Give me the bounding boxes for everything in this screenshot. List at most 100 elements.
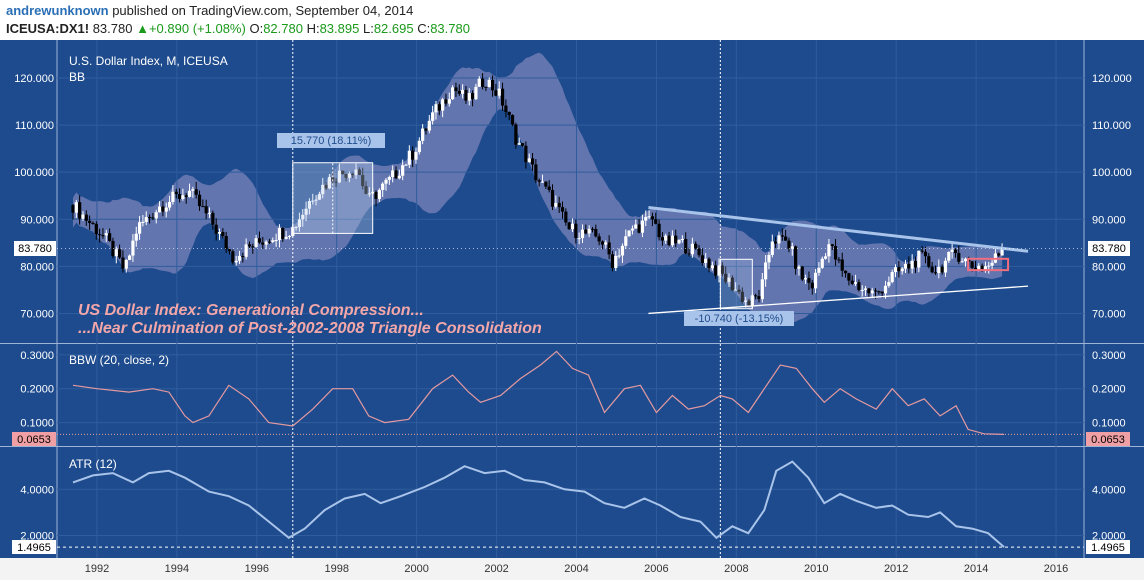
price-y-tick-right: 70.000 [1092,308,1126,320]
candle-body [640,220,645,233]
candle-body [630,228,635,231]
candle-body [740,291,744,302]
candle-body [111,240,115,257]
candle-body [617,255,621,257]
candle-body [614,255,618,269]
publish-header: andrewunknown published on TradingView.c… [0,0,1144,40]
high-value: 83.895 [319,21,360,36]
loss-measure-box [684,311,794,326]
candle-body [684,239,688,254]
atr-title: ATR (12) [69,457,117,471]
candle-body [101,235,105,237]
price-y-tick-left: 110.000 [15,120,54,132]
candle-body [950,249,954,252]
candle-body [341,170,345,174]
candle-body [404,164,408,166]
candle-body [274,240,278,242]
price-y-tick-right: 100.000 [1092,167,1132,179]
candle-body [217,232,222,234]
candle-body [667,235,671,246]
atr-last-value-right: 1.4965 [1091,542,1125,554]
candle-body [547,186,551,190]
candle-body [171,191,175,202]
price-y-tick-right: 110.000 [1092,120,1131,132]
candle-body [647,216,651,218]
candle-body [500,88,505,106]
candle-body [124,259,128,269]
candle-body [347,173,351,178]
x-tick-label: 2010 [804,563,828,575]
price-y-tick-left: 120.000 [14,73,54,85]
candle-body [98,234,102,236]
candle-body [527,158,531,163]
open-label: O: [249,21,264,36]
quote-line: ICEUSA:DX1! 83.780 ▲+0.890 (+1.08%) O:82… [6,21,470,36]
candle-body [990,262,994,266]
candle-body [587,228,591,234]
candle-body [660,237,665,241]
candle-body [127,255,132,260]
candle-body [424,128,428,131]
candle-body [91,223,95,225]
price-y-tick-left: 70.000 [20,308,54,320]
candle-body [447,99,451,104]
bbw-y-tick-right: 0.3000 [1092,350,1126,362]
gain-measure-label: 15.770 (18.11%) [291,135,372,147]
candle-body [953,249,958,254]
candle-body [174,191,178,195]
candle-body [234,260,238,263]
candle-body [534,164,538,181]
price-last-tag-right [1088,241,1130,256]
candle-body [414,152,418,160]
price-y-tick-right: 80.000 [1092,261,1126,273]
candle-body [88,220,92,224]
candle-body [147,217,152,219]
candle-body [637,224,641,233]
candle-body [397,175,401,179]
candle-body [271,240,275,242]
candle-body [744,300,748,302]
candle-body [594,228,598,237]
candle-body [480,78,485,87]
candle-body [451,87,455,100]
price-y-tick-left: 80.000 [20,261,54,273]
candle-body [104,233,108,236]
atr-layer [57,460,1084,548]
price-chart-title: U.S. Dollar Index, M, ICEUSA [69,54,228,68]
candle-body [600,241,605,245]
candle-body [920,250,924,252]
candle-body [204,206,208,214]
atr-y-tick-left: 2.0000 [20,531,54,543]
candle-body [267,241,272,243]
candle-body [654,219,658,224]
last-price: 83.780 [92,21,133,36]
candle-body [890,272,894,283]
candle-body [84,214,88,221]
chart-area[interactable]: 1992 1994 1996 1998 2000 2002 2004 2006 2008 2010… [0,40,1144,580]
candles-layer [71,73,1004,309]
candle-body [431,112,435,121]
candle-body [597,236,601,242]
bbw-y-tick-right: 0.1000 [1092,418,1126,430]
x-tick-label: 2014 [964,563,988,575]
x-tick-label: 2004 [564,563,588,575]
candle-body [321,184,325,195]
x-tick-label: 2002 [484,563,508,575]
candle-body [490,79,495,91]
candle-body [973,267,978,271]
x-tick-label: 2016 [1044,563,1068,575]
candle-body [307,201,312,209]
candle-body [754,295,758,297]
candle-body [387,177,391,180]
candle-body [574,223,578,239]
candle-body [787,240,791,249]
candle-body [244,244,248,257]
candle-body [644,216,648,221]
candle-body [813,272,818,289]
atr-last-tag-left [12,540,56,554]
author-link[interactable]: andrewunknown [6,3,109,18]
candle-body [947,251,951,261]
candle-body [760,279,764,300]
candle-body [207,212,212,214]
price-y-tick-right: 120.000 [1092,73,1132,85]
